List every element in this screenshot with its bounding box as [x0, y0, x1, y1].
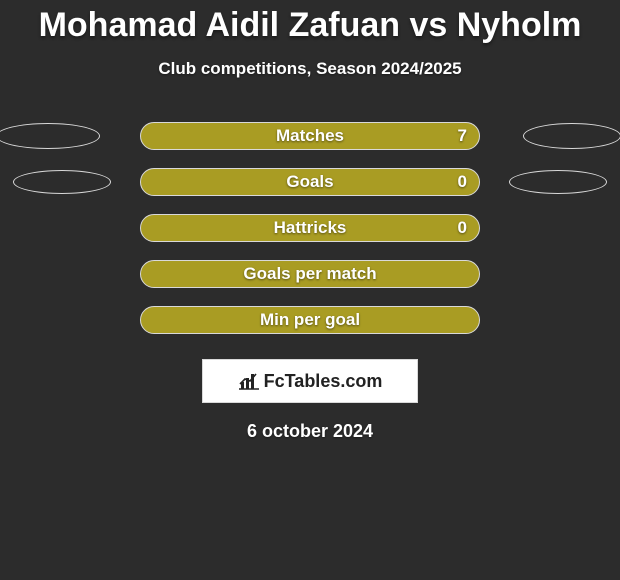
stat-label: Hattricks — [274, 218, 347, 238]
right-oval — [509, 170, 607, 194]
datestamp: 6 october 2024 — [0, 421, 620, 442]
bar-chart-icon — [238, 372, 260, 390]
subtitle: Club competitions, Season 2024/2025 — [0, 59, 620, 79]
stat-bar: Goals 0 — [140, 168, 480, 196]
stat-row: Goals per match — [0, 251, 620, 297]
stat-label: Matches — [276, 126, 344, 146]
stat-bar: Matches 7 — [140, 122, 480, 150]
page-title: Mohamad Aidil Zafuan vs Nyholm — [0, 0, 620, 45]
stat-row: Min per goal — [0, 297, 620, 343]
stat-value-right: 0 — [458, 218, 467, 238]
stat-label: Min per goal — [260, 310, 360, 330]
stat-row: Matches 7 — [0, 113, 620, 159]
stat-rows: Matches 7 Goals 0 Hattricks 0 Goals per match M… — [0, 113, 620, 343]
stat-value-right: 0 — [458, 172, 467, 192]
stat-label: Goals — [286, 172, 333, 192]
left-oval — [0, 123, 100, 149]
branding-text: FcTables.com — [264, 371, 383, 392]
stat-row: Hattricks 0 — [0, 205, 620, 251]
stat-bar: Min per goal — [140, 306, 480, 334]
stat-value-right: 7 — [458, 126, 467, 146]
stat-bar: Goals per match — [140, 260, 480, 288]
left-oval — [13, 170, 111, 194]
branding-box: FcTables.com — [202, 359, 418, 403]
stat-label: Goals per match — [243, 264, 376, 284]
stat-bar: Hattricks 0 — [140, 214, 480, 242]
stat-row: Goals 0 — [0, 159, 620, 205]
comparison-infographic: Mohamad Aidil Zafuan vs Nyholm Club comp… — [0, 0, 620, 580]
right-oval — [523, 123, 620, 149]
